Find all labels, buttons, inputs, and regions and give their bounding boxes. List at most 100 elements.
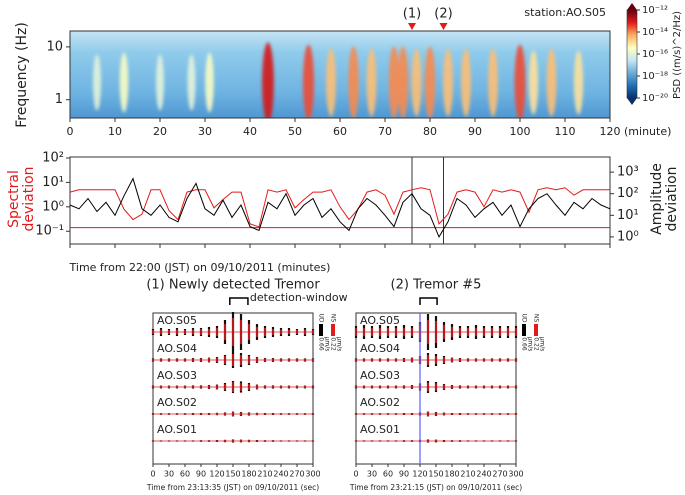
y-tick-label: 10 (46, 39, 63, 54)
x-tick-label: 0 (67, 125, 74, 138)
event-marker-label: (2) (434, 7, 452, 22)
scale-value: 0.66 (521, 337, 528, 351)
scale-component: UD (318, 313, 325, 322)
spectral-event (488, 48, 498, 117)
scale-unit: μm/s (336, 337, 343, 352)
spectral-event (302, 44, 315, 118)
x-tick-label: 40 (243, 125, 257, 138)
scale-bar (319, 324, 323, 336)
station-label: AO.S04 (360, 342, 400, 355)
y-axis-label: Spectral deviation (6, 166, 37, 232)
x-tick-label: 240 (476, 470, 491, 479)
spectral-event (366, 48, 377, 117)
y-tick-label: 10⁰ (42, 199, 64, 214)
x-tick-label: 60 (333, 125, 347, 138)
station-label: AO.S05 (360, 314, 400, 327)
detection-window (229, 297, 249, 305)
colorbar-tick-label: 10⁻¹² (642, 5, 668, 16)
spectral-event (573, 50, 584, 115)
y-tick-label: 1 (55, 92, 63, 107)
y2-axis-label: Amplitude deviation (649, 163, 680, 235)
station-label: AO.S01 (360, 423, 400, 436)
x-tick-label: 270 (492, 470, 507, 479)
spectral-event (156, 54, 164, 111)
spectrogram-events (93, 42, 584, 118)
spectral-event (461, 48, 471, 117)
x-tick-label: 0 (353, 470, 358, 479)
spectral-event (205, 52, 214, 113)
x-tick-label: 180 (241, 470, 256, 479)
scale-bar (522, 324, 526, 336)
colorbar-tick-label: 10⁻¹⁸ (642, 71, 668, 82)
x-tick-label: 270 (289, 470, 304, 479)
x-axis-unit: (minute) (624, 125, 671, 138)
x-tick-label: 210 (460, 470, 475, 479)
panel-title: (1) Newly detected Tremor (146, 278, 320, 293)
scale-bar (331, 324, 335, 336)
x-tick-label: 10 (108, 125, 122, 138)
event-marker (408, 23, 416, 30)
y-tick-label: 10¹ (42, 175, 64, 190)
spectral-event (411, 48, 422, 117)
station-label: AO.S02 (157, 396, 197, 409)
station-label: AO.S05 (157, 314, 197, 327)
spectral-event (528, 50, 539, 115)
x-tick-label: 20 (153, 125, 167, 138)
scale-component: NS (533, 314, 540, 322)
x-tick-label: 120 (412, 470, 427, 479)
x-tick-label: 60 (180, 470, 190, 479)
colorbar-cap (627, 3, 637, 10)
spectral-event (326, 48, 336, 117)
spectral-event (388, 46, 400, 118)
x-tick-label: 100 (510, 125, 531, 138)
event-marker (439, 23, 448, 30)
x-tick-label: 210 (257, 470, 272, 479)
x-tick-label: 70 (378, 125, 392, 138)
x-tick-label: 90 (399, 470, 409, 479)
station-label: AO.S03 (157, 369, 197, 382)
x-tick-label: 50 (288, 125, 302, 138)
y-tick-label: 10⁻¹ (35, 224, 64, 239)
x-tick-label: 240 (273, 470, 288, 479)
x-tick-label: 110 (555, 125, 576, 138)
colorbar-cap (627, 98, 637, 105)
x-tick-label: 30 (198, 125, 212, 138)
event-marker-label: (1) (403, 7, 421, 22)
scale-value: 0.66 (318, 337, 325, 351)
colorbar-label: PSD ((m/s)^2/Hz) (672, 11, 683, 99)
x-tick-label: 90 (468, 125, 482, 138)
x-tick-label: 300 (305, 470, 320, 479)
x-tick-label: 120 (600, 125, 621, 138)
x-axis-label: Time from 23:13:35 (JST) on 09/10/2011 (… (146, 483, 319, 492)
plot-frame (69, 156, 611, 245)
spectral-event (187, 54, 196, 111)
x-tick-label: 120 (209, 470, 224, 479)
detection-window (419, 297, 438, 305)
colorbar-tick-label: 10⁻²⁰ (642, 93, 668, 104)
station-label: station:AO.S05 (524, 6, 606, 19)
scale-value: 0.22 (533, 337, 540, 351)
colorbar (626, 9, 638, 99)
x-tick-label: 80 (423, 125, 437, 138)
spectral-event (397, 46, 409, 118)
spectrogram-background (70, 31, 610, 118)
x-axis-label: Time from 22:00 (JST) on 09/10/2011 (min… (69, 261, 331, 274)
scale-value: 0.22 (330, 337, 337, 351)
x-tick-label: 300 (508, 470, 523, 479)
spectral-event (119, 52, 129, 113)
scale-bar (534, 324, 538, 336)
spectral-event (348, 46, 359, 118)
x-tick-label: 90 (196, 470, 206, 479)
x-tick-label: 30 (367, 470, 377, 479)
y-axis-label: Frequency (Hz) (14, 22, 30, 128)
x-tick-label: 0 (150, 470, 155, 479)
station-label: AO.S02 (360, 396, 400, 409)
panel-title: (2) Tremor #5 (391, 278, 482, 293)
colorbar-tick-label: 10⁻¹⁴ (642, 27, 668, 38)
spectral-event (93, 54, 101, 111)
colorbar-tick-label: 10⁻¹⁶ (642, 49, 668, 60)
x-tick-label: 150 (428, 470, 443, 479)
series-line (69, 177, 611, 239)
x-tick-label: 60 (383, 470, 393, 479)
scale-unit: μm/s (539, 337, 546, 352)
